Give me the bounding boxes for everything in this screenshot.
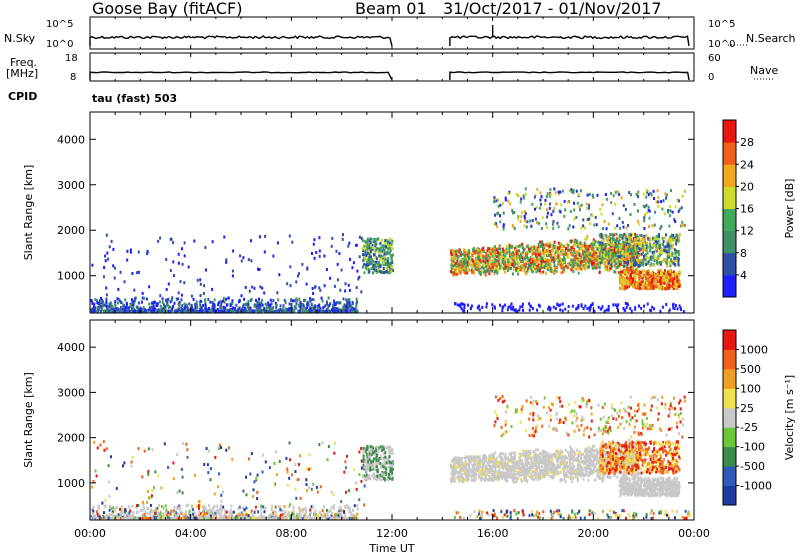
nave-tick-bottom: 0 xyxy=(708,72,715,83)
power-colorbar-swatch xyxy=(723,208,736,232)
power-plot-area xyxy=(90,112,694,313)
velocity-colorbar-swatch xyxy=(723,330,736,350)
power-colorbar-swatch xyxy=(723,252,736,276)
velocity-colorbar-tick-label: -500 xyxy=(740,460,765,473)
velocity-colorbar-swatch xyxy=(723,407,736,428)
velocity-scatter-cells xyxy=(90,395,691,521)
velocity-colorbar-swatch xyxy=(723,446,736,467)
velocity-colorbar-swatch xyxy=(723,388,736,409)
velocity-colorbar-label: Velocity [m s⁻¹] xyxy=(783,375,796,460)
xtick-label: 20:00 xyxy=(577,527,609,540)
power-ytick-label: 4000 xyxy=(57,133,85,146)
nsearch-label: N.Search xyxy=(746,32,796,45)
cpid-label: CPID xyxy=(8,90,38,103)
freq-strip-frame xyxy=(89,52,695,82)
velocity-colorbar-tick-label: 25 xyxy=(740,402,754,415)
freq-tick-bottom: 8 xyxy=(70,72,77,83)
freq-label: Freq. xyxy=(10,56,38,69)
power-colorbar-swatch xyxy=(723,120,736,143)
nsky-trace-0 xyxy=(89,35,393,47)
velocity-ytick-label: 2000 xyxy=(57,432,85,445)
velocity-colorbar-swatch xyxy=(723,427,736,448)
power-colorbar-swatch xyxy=(723,164,736,187)
velocity-colorbar-swatch xyxy=(723,368,736,389)
power-colorbar-tick-label: 24 xyxy=(740,158,754,171)
velocity-colorbar-tick-label: -100 xyxy=(740,441,765,454)
velocity-plot-area xyxy=(90,320,694,520)
xtick-label: 16:00 xyxy=(477,527,509,540)
date-range: 31/Oct/2017 - 01/Nov/2017 xyxy=(443,0,662,18)
velocity-colorbar-tick-label: 100 xyxy=(740,382,761,395)
power-colorbar-swatch xyxy=(723,142,736,165)
velocity-colorbar-swatch xyxy=(723,485,736,506)
power-ytick-label: 2000 xyxy=(57,224,85,237)
nsky-tick-top: 10^5 xyxy=(46,19,74,30)
velocity-colorbar-swatch xyxy=(723,349,736,370)
velocity-ylabel: Slant Range [km] xyxy=(22,372,35,468)
power-colorbar-swatch xyxy=(723,274,736,298)
freq-trace-1 xyxy=(449,71,690,81)
power-colorbar-tick-label: 12 xyxy=(740,225,754,238)
xtick-label: 08:00 xyxy=(275,527,307,540)
nave-tick-top: 60 xyxy=(708,53,721,64)
xtick-label: 12:00 xyxy=(376,527,408,540)
power-ylabel: Slant Range [km] xyxy=(22,165,35,261)
velocity-colorbar-tick-label: 1000 xyxy=(740,343,768,356)
power-ytick-label: 3000 xyxy=(57,179,85,192)
freq-unit-label: [MHz] xyxy=(6,67,39,80)
power-scatter-cells xyxy=(90,187,686,314)
beam-label: Beam 01 xyxy=(355,0,427,18)
nsky-tick-bottom: 10^0 xyxy=(46,39,74,50)
power-colorbar-tick-label: 16 xyxy=(740,203,754,216)
power-colorbar-label: Power [dB] xyxy=(783,179,796,239)
velocity-colorbar-tick-label: -1000 xyxy=(740,480,772,493)
velocity-colorbar-frame xyxy=(722,329,737,506)
xtick-label: 00:00 xyxy=(74,527,106,540)
power-colorbar-swatch xyxy=(723,230,736,254)
power-ytick-label: 1000 xyxy=(57,270,85,283)
power-colorbar-swatch xyxy=(723,186,736,209)
velocity-colorbar-tick-label: -25 xyxy=(740,421,758,434)
power-colorbar-tick-label: 28 xyxy=(740,136,754,149)
xtick-label: 04:00 xyxy=(175,527,207,540)
nsearch-tick-bottom: 10^0 xyxy=(708,39,736,50)
xtick-label: 00:00 xyxy=(678,527,710,540)
power-colorbar-tick-label: 20 xyxy=(740,180,754,193)
power-colorbar-tick-label: 4 xyxy=(740,269,747,282)
freq-tick-top: 18 xyxy=(65,53,78,64)
velocity-colorbar-tick-label: 500 xyxy=(740,363,761,376)
velocity-ytick-label: 4000 xyxy=(57,341,85,354)
x-axis-label: Time UT xyxy=(368,542,414,554)
station-title: Goose Bay (fitACF) xyxy=(92,0,243,18)
nave-label: Nave xyxy=(750,64,779,77)
power-colorbar-tick-label: 8 xyxy=(740,247,747,260)
cpid-mode: tau (fast) 503 xyxy=(92,92,178,105)
freq-trace-0 xyxy=(89,71,393,81)
nsky-label: N.Sky xyxy=(4,32,36,45)
nsky-trace-1 xyxy=(449,35,690,47)
velocity-ytick-label: 1000 xyxy=(57,477,85,490)
nsearch-tick-top: 10^5 xyxy=(708,19,736,30)
velocity-colorbar-swatch xyxy=(723,466,736,487)
velocity-ytick-label: 3000 xyxy=(57,386,85,399)
